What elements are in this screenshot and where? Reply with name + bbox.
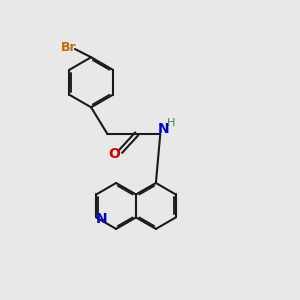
Text: O: O	[109, 147, 121, 161]
Text: N: N	[96, 212, 107, 226]
Text: Br: Br	[61, 41, 76, 54]
Text: H: H	[167, 118, 176, 128]
Text: N: N	[158, 122, 170, 136]
